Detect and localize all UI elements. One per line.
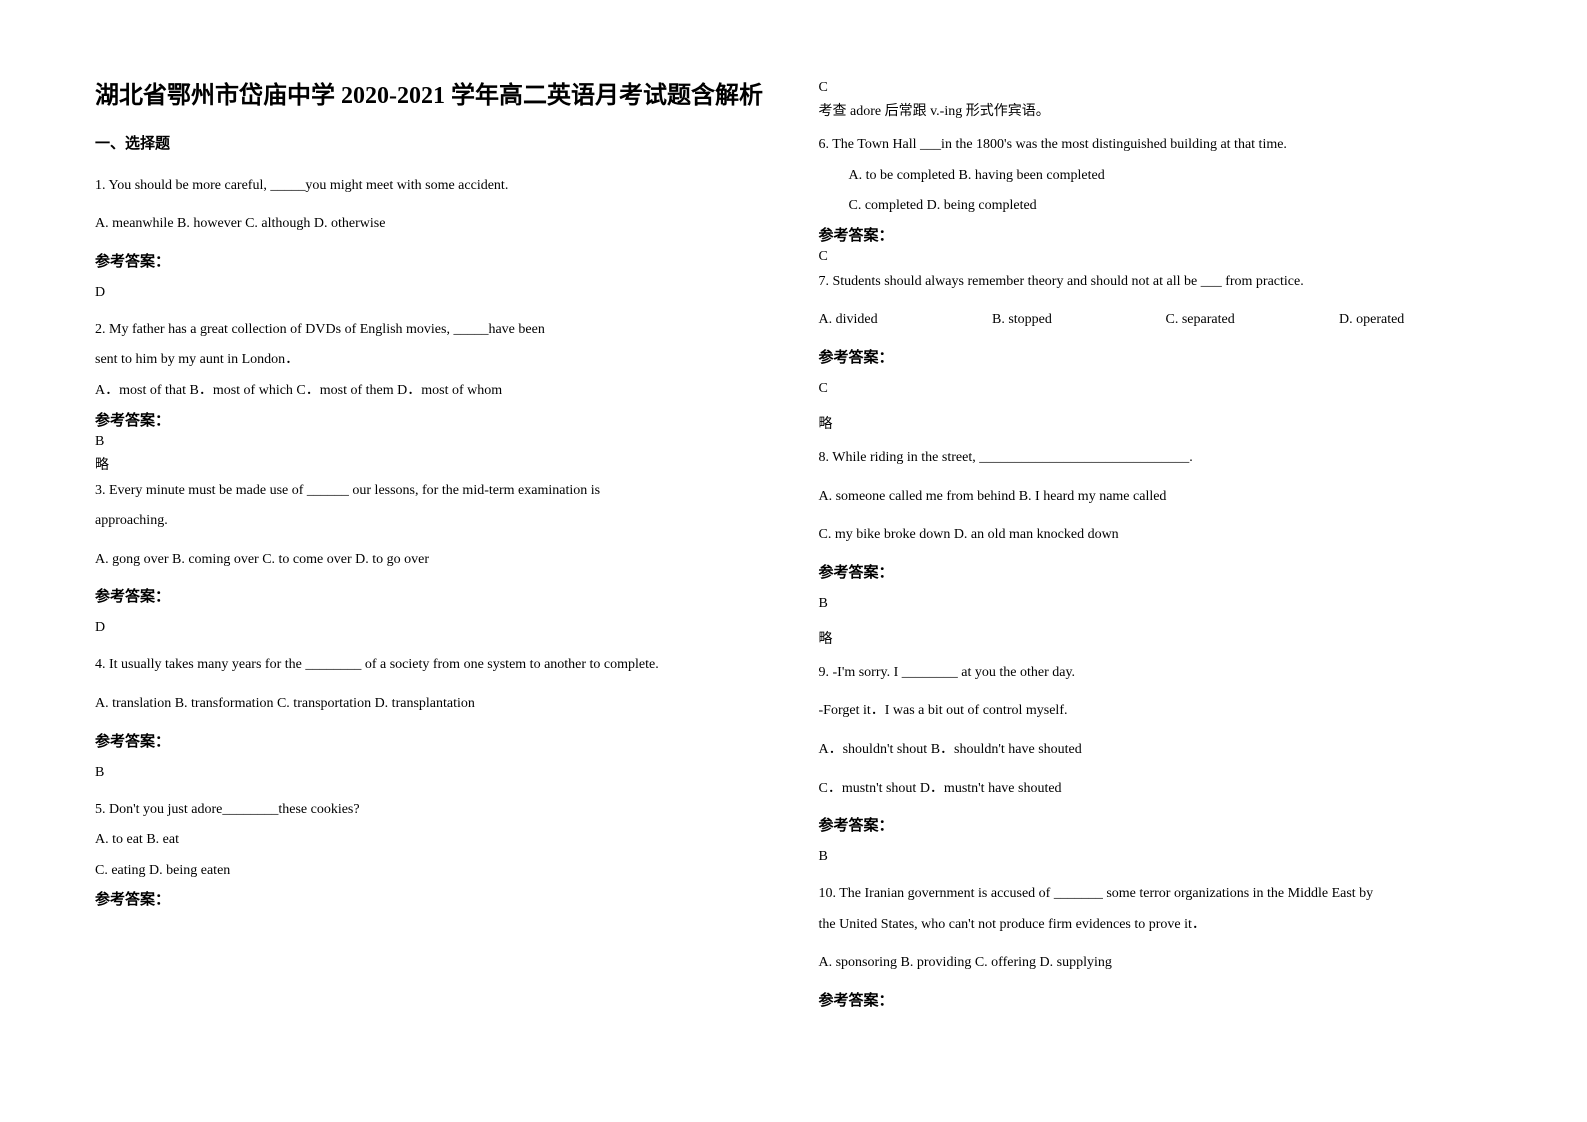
q7-optC: C. separated: [1166, 307, 1336, 334]
q7-answer: C: [819, 381, 1493, 397]
q7-text: 7. Students should always remember theor…: [819, 269, 1493, 296]
q2-options: A．most of that B．most of which C．most of…: [95, 378, 769, 405]
q4-answer-label: 参考答案：: [95, 730, 769, 751]
q4-answer: B: [95, 765, 769, 781]
q3-options: A. gong over B. coming over C. to come o…: [95, 547, 769, 574]
q3-line1: 3. Every minute must be made use of ____…: [95, 478, 769, 505]
q7-answer-label: 参考答案：: [819, 346, 1493, 367]
q2-answer-label: 参考答案：: [95, 409, 769, 430]
q2-answer: B: [95, 434, 769, 450]
q9-answer: B: [819, 849, 1493, 865]
q4-options: A. translation B. transformation C. tran…: [95, 691, 769, 718]
q10-line2: the United States, who can't not produce…: [819, 912, 1493, 939]
q9-optsA: A．shouldn't shout B．shouldn't have shout…: [819, 737, 1493, 764]
q4-text: 4. It usually takes many years for the _…: [95, 652, 769, 679]
q9-answer-label: 参考答案：: [819, 814, 1493, 835]
q5-optsB: C. eating D. being eaten: [95, 858, 769, 885]
q1-answer: D: [95, 285, 769, 301]
q3-answer: D: [95, 620, 769, 636]
right-column: C 考查 adore 后常跟 v.-ing 形式作宾语。 6. The Town…: [819, 80, 1493, 1042]
q8-optsB: C. my bike broke down D. an old man knoc…: [819, 522, 1493, 549]
q7-optB: B. stopped: [992, 307, 1162, 334]
q10-line1: 10. The Iranian government is accused of…: [819, 881, 1493, 908]
q8-answer: B: [819, 596, 1493, 612]
q5-answer: C: [819, 80, 1493, 96]
doc-title: 湖北省鄂州市岱庙中学 2020-2021 学年高二英语月考试题含解析: [95, 80, 769, 114]
q10-options: A. sponsoring B. providing C. offering D…: [819, 950, 1493, 977]
q3-answer-label: 参考答案：: [95, 585, 769, 606]
q9-line2: -Forget it．I was a bit out of control my…: [819, 698, 1493, 725]
q8-answer-label: 参考答案：: [819, 561, 1493, 582]
q7-note: 略: [819, 413, 1493, 433]
q6-answer-label: 参考答案：: [819, 224, 1493, 245]
section-header: 一、选择题: [95, 132, 769, 153]
q6-optsB: C. completed D. being completed: [819, 193, 1493, 220]
q7-options: A. divided B. stopped C. separated D. op…: [819, 307, 1493, 334]
q7-optA: A. divided: [819, 307, 989, 334]
q8-note: 略: [819, 628, 1493, 648]
q6-optsA: A. to be completed B. having been comple…: [819, 163, 1493, 190]
q5-text: 5. Don't you just adore________these coo…: [95, 797, 769, 824]
left-column: 湖北省鄂州市岱庙中学 2020-2021 学年高二英语月考试题含解析 一、选择题…: [95, 80, 769, 1042]
q6-text: 6. The Town Hall ___in the 1800's was th…: [819, 132, 1493, 159]
q5-explain: 考查 adore 后常跟 v.-ing 形式作宾语。: [819, 100, 1493, 120]
q7-optD: D. operated: [1339, 307, 1404, 334]
q2-note: 略: [95, 454, 769, 474]
q2-line1: 2. My father has a great collection of D…: [95, 317, 769, 344]
q1-text: 1. You should be more careful, _____you …: [95, 173, 769, 200]
q10-answer-label: 参考答案：: [819, 989, 1493, 1010]
q6-answer: C: [819, 249, 1493, 265]
q1-options: A. meanwhile B. however C. although D. o…: [95, 211, 769, 238]
q8-optsA: A. someone called me from behind B. I he…: [819, 484, 1493, 511]
q2-line2: sent to him by my aunt in London．: [95, 347, 769, 374]
q1-answer-label: 参考答案：: [95, 250, 769, 271]
q5-optsA: A. to eat B. eat: [95, 827, 769, 854]
q9-optsB: C．mustn't shout D．mustn't have shouted: [819, 776, 1493, 803]
q5-answer-label: 参考答案：: [95, 888, 769, 909]
q3-line2: approaching.: [95, 508, 769, 535]
q9-line1: 9. -I'm sorry. I ________ at you the oth…: [819, 660, 1493, 687]
q8-text: 8. While riding in the street, _________…: [819, 445, 1493, 472]
